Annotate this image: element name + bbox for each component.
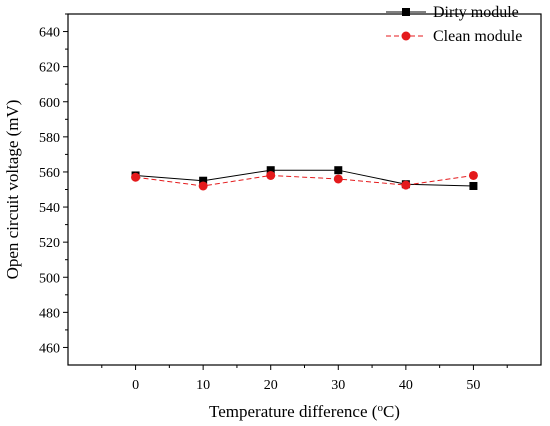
legend: Dirty module Clean module [386,4,522,45]
y-tick-label: 460 [39,341,60,356]
y-axis-label: Open circuit voltage (mV) [3,100,22,280]
series-line-2 [135,174,474,187]
data-point [469,181,478,190]
y-tick-label: 640 [39,26,60,41]
y-tick-label: 580 [39,131,60,146]
x-tick-label: 0 [132,378,139,393]
x-axis-label-text: Temperature difference ( [209,402,378,421]
legend-label: Clean module [433,28,522,45]
x-tick-label: 40 [399,378,413,393]
x-tick-label: 10 [196,378,210,393]
y-tick-label: 540 [39,201,60,216]
y-tick-label: 600 [39,96,60,111]
y-tick-label: 480 [39,306,60,321]
data-point [266,170,276,180]
data-point [334,166,343,175]
data-point [401,180,411,190]
x-tick-label: 50 [466,378,480,393]
legend-marker [401,31,411,41]
data-point [131,172,141,182]
y-tick-label: 560 [39,166,60,181]
x-tick-label: 20 [264,378,278,393]
data-point [266,166,275,175]
data-point [468,170,478,180]
series-line-1 [135,169,474,187]
y-tick-label: 620 [39,61,60,76]
y-tick-label: 500 [39,271,60,286]
legend-marker [402,8,410,16]
y-tick-label: 520 [39,236,60,251]
data-point [333,174,343,184]
x-axis-label-degree: o [377,402,383,414]
ticks: 460 480 500 520 540 560 580 600 620 640 0 10 20 30 40 5… [39,13,508,393]
series [131,166,478,191]
legend-label: Dirty module [433,4,519,21]
x-tick-label: 30 [331,378,345,393]
data-point [198,181,208,191]
x-axis-label-unit: C) [383,402,400,421]
data-point [199,176,208,185]
x-axis-label: Temperature difference (oC) [209,402,400,421]
